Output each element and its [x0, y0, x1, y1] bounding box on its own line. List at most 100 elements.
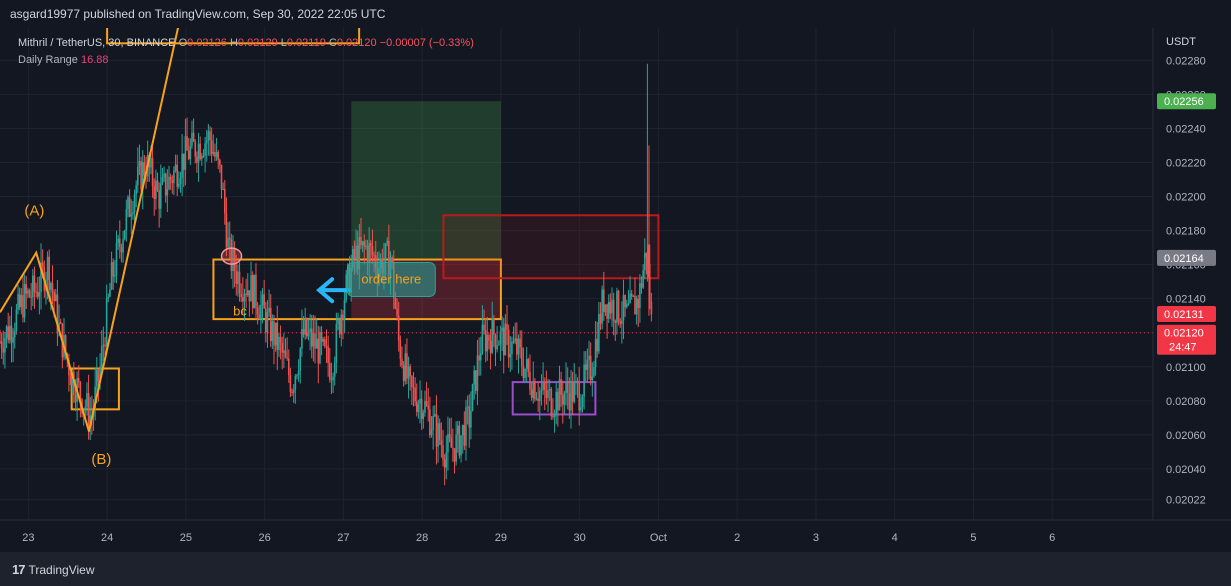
order-note-box[interactable] — [346, 262, 436, 298]
candle-body — [340, 314, 343, 335]
highlight-circle[interactable] — [220, 247, 243, 265]
candle-body — [353, 249, 356, 259]
candle-body — [315, 338, 318, 349]
target-zone[interactable] — [351, 101, 501, 260]
tradingview-logo[interactable]: 17 TradingView — [12, 562, 95, 577]
candle-body — [404, 353, 407, 382]
candle-body — [125, 209, 128, 231]
candle-body — [327, 346, 329, 363]
last-price-label: 0.02120 — [1164, 328, 1204, 340]
elliott-wave-line[interactable] — [0, 0, 186, 432]
candle-body — [235, 271, 238, 284]
candle-body — [502, 327, 505, 356]
candle-body — [248, 290, 251, 302]
candle-body — [281, 342, 284, 353]
candle-body — [112, 262, 115, 277]
resistance-box[interactable] — [442, 214, 660, 280]
candle-body — [588, 355, 590, 360]
candle-body — [71, 371, 73, 385]
candle-body — [616, 290, 618, 323]
candle-body — [30, 296, 32, 298]
candle-body — [566, 382, 569, 394]
candle-body — [430, 430, 433, 436]
price-label: 0.02131 — [1164, 309, 1204, 321]
candle-body — [100, 346, 103, 367]
candle-body — [276, 322, 279, 351]
candle-body — [251, 275, 254, 309]
title-box[interactable] — [106, 9, 361, 45]
indicator-label: Daily Range — [18, 54, 78, 66]
candle-body — [501, 327, 503, 332]
candle-body — [335, 324, 338, 363]
candle-body — [522, 365, 525, 379]
candle-body — [342, 314, 344, 320]
candle-body — [283, 350, 285, 353]
candle-body — [591, 376, 594, 381]
candle-body — [50, 283, 52, 290]
price-label-bg — [1157, 306, 1216, 323]
candle-body — [465, 407, 467, 446]
arrow-left-icon[interactable] — [316, 277, 352, 304]
candle-body — [199, 143, 201, 160]
candle-body — [621, 320, 623, 325]
candle-body — [527, 359, 530, 372]
wave-label-bc[interactable]: bc — [233, 304, 247, 319]
candle-body — [524, 368, 526, 379]
candle-body — [411, 376, 413, 387]
price-tick-label: 0.02280 — [1166, 55, 1206, 67]
time-tick-label: 3 — [813, 532, 819, 544]
candle-body — [23, 284, 26, 318]
brand-name: TradingView — [28, 563, 95, 577]
candle-body — [402, 365, 405, 382]
time-tick-label: 23 — [22, 532, 34, 544]
time-tick-label: 27 — [337, 532, 349, 544]
wave-label-b[interactable]: (B) — [91, 451, 111, 468]
candle-body — [304, 318, 306, 335]
candle-body — [158, 190, 160, 209]
candle-body — [273, 321, 275, 346]
candle-body — [227, 237, 229, 248]
candle-body — [189, 145, 192, 160]
candle-body — [509, 354, 512, 358]
price-tick-label: 0.02200 — [1166, 192, 1206, 204]
wave-label-a[interactable]: (A) — [24, 202, 44, 219]
candle-body — [228, 237, 231, 240]
candle-body — [223, 188, 226, 214]
candle-body — [28, 290, 31, 297]
candle-body — [117, 238, 119, 243]
order-note-text[interactable]: order here — [361, 272, 421, 287]
candle-body — [166, 189, 169, 196]
candle-body — [268, 307, 270, 313]
candle-body — [333, 362, 336, 377]
candle-body — [118, 238, 121, 248]
candle-body — [105, 298, 108, 347]
symbol-name[interactable]: Mithril / TetherUS, 30, BINANCE — [18, 37, 176, 49]
price-chart[interactable]: (A) (B) bc order here USDT 0.02022 0.02040 0.0… — [0, 0, 1231, 552]
candle-body — [0, 341, 1, 343]
candle-body — [314, 333, 316, 349]
candle-body — [174, 164, 177, 171]
candle-body — [263, 294, 265, 309]
candle-body — [603, 289, 605, 313]
indicator-row[interactable]: Daily Range 16.88 — [18, 52, 474, 69]
candle-body — [563, 392, 566, 405]
candle-body — [481, 324, 484, 354]
candle-body — [337, 319, 339, 325]
annotation-marks: (A) (B) bc order here — [24, 202, 436, 468]
candle-body — [237, 271, 239, 284]
candle-body — [258, 314, 261, 320]
candle-body — [274, 322, 277, 346]
bar-countdown: 24:47 — [1169, 342, 1197, 354]
candle-body — [84, 407, 87, 409]
candle-body — [205, 140, 208, 144]
candle-body — [132, 212, 134, 215]
candle-body — [187, 150, 190, 160]
candle-body — [479, 353, 482, 361]
candle-body — [640, 283, 643, 288]
candle-body — [299, 348, 302, 372]
ohlc-row: Mithril / TetherUS, 30, BINANCE O0.02126… — [18, 35, 474, 52]
candle-body — [219, 159, 221, 165]
candle-body — [437, 423, 439, 447]
candle-body — [153, 186, 156, 199]
candle-body — [150, 158, 152, 168]
